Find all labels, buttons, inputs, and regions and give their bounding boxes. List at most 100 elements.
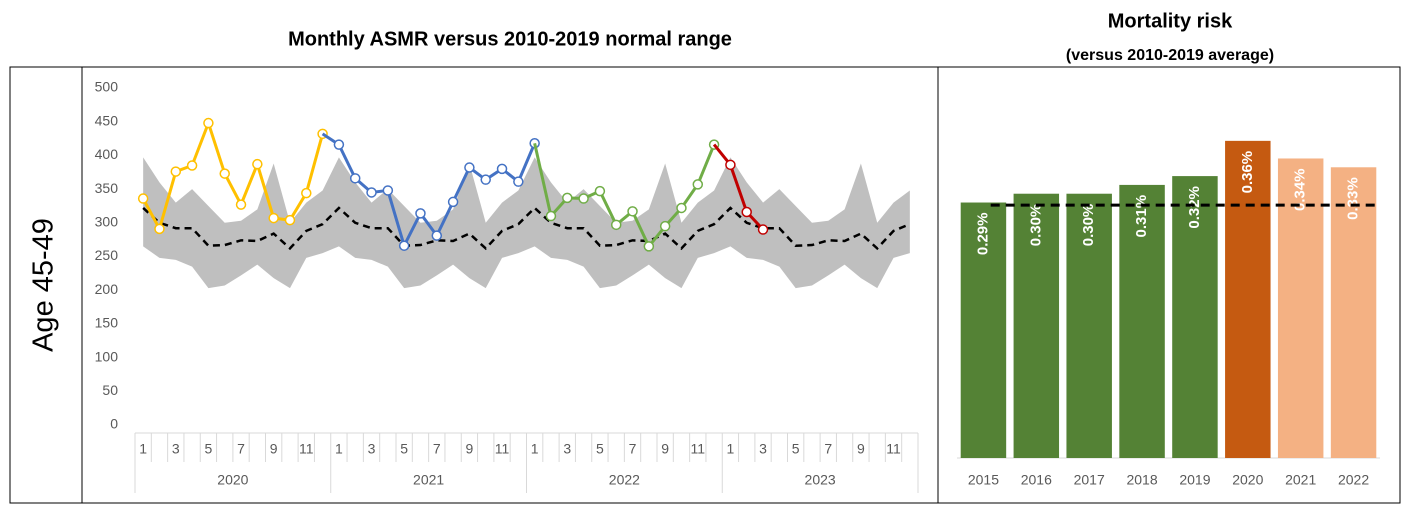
- y-tick-label: 200: [95, 281, 119, 297]
- series-line: [141, 118, 325, 233]
- y-tick-label: 0: [110, 416, 118, 432]
- x-tick-label: 3: [563, 441, 571, 457]
- x-tick-label: 7: [433, 441, 441, 457]
- series-point: [252, 158, 263, 170]
- x-tick-label: 9: [466, 441, 474, 457]
- x-tick-label: 9: [270, 441, 278, 457]
- series-point: [366, 187, 377, 198]
- year-label: 2020: [217, 472, 248, 488]
- data-label: 0.30%: [1080, 204, 1097, 247]
- series-point: [219, 168, 230, 179]
- x-tick-label: 2021: [1285, 472, 1316, 488]
- x-tick-label: 2022: [1338, 472, 1369, 488]
- series-point: [594, 185, 606, 197]
- y-tick-label: 250: [95, 247, 119, 263]
- series-point: [513, 176, 524, 187]
- series-point: [692, 179, 704, 190]
- year-label: 2023: [805, 472, 836, 488]
- x-tick-label: 7: [629, 441, 637, 457]
- series-point: [333, 139, 345, 150]
- average-line: [142, 206, 911, 251]
- data-label: 0.32%: [1186, 186, 1203, 229]
- bar: [1225, 140, 1271, 458]
- x-tick-label: 7: [824, 441, 832, 457]
- chart-title: Mortality risk: [1108, 10, 1233, 32]
- series-point: [545, 210, 557, 222]
- x-tick-label: 1: [139, 441, 147, 457]
- x-tick-label: 3: [368, 441, 376, 457]
- series-point: [741, 206, 752, 218]
- chart-subtitle: (versus 2010-2019 average): [1066, 47, 1274, 64]
- series-point: [235, 199, 247, 210]
- x-tick-label: 1: [335, 441, 343, 457]
- series-point: [496, 163, 508, 175]
- series-point: [627, 206, 638, 217]
- series-point: [578, 193, 589, 204]
- x-tick-label: 3: [759, 441, 767, 457]
- bar: [1119, 184, 1165, 458]
- y-tick-label: 500: [95, 79, 119, 95]
- series-point: [431, 230, 443, 241]
- series-point: [447, 196, 459, 208]
- series-point: [284, 214, 296, 226]
- x-tick-label: 11: [299, 441, 314, 457]
- data-label: 0.36%: [1239, 151, 1256, 194]
- series-point: [301, 187, 312, 199]
- bar: [960, 202, 1007, 458]
- y-tick-label: 350: [95, 180, 119, 196]
- x-tick-label: 2015: [968, 472, 999, 488]
- x-tick-label: 5: [792, 441, 800, 457]
- x-tick-label: 5: [400, 441, 408, 457]
- data-label: 0.34%: [1292, 168, 1309, 211]
- x-tick-label: 11: [691, 441, 706, 457]
- x-tick-label: 2016: [1021, 472, 1052, 488]
- x-tick-label: 1: [531, 441, 539, 457]
- y-tick-label: 150: [95, 315, 119, 331]
- series-point: [610, 219, 622, 231]
- series-point: [464, 162, 475, 173]
- series-point: [186, 160, 198, 171]
- series-point: [137, 193, 149, 204]
- series-point: [154, 223, 165, 235]
- chart-title: Monthly ASMR versus 2010-2019 normal ran…: [288, 28, 732, 50]
- x-tick-label: 3: [172, 441, 180, 457]
- y-tick-label: 100: [95, 348, 119, 364]
- x-tick-label: 2017: [1074, 472, 1105, 488]
- x-tick-label: 2020: [1232, 472, 1263, 488]
- x-tick-label: 11: [886, 441, 901, 457]
- x-tick-label: 1: [727, 441, 735, 457]
- y-tick-label: 300: [95, 214, 119, 230]
- x-tick-label: 9: [661, 441, 669, 457]
- row-label: Age 45-49: [28, 218, 60, 352]
- series-point: [415, 208, 426, 219]
- series-point: [643, 241, 655, 252]
- series-point: [757, 224, 769, 235]
- bar: [1277, 158, 1324, 458]
- series-connector: [533, 142, 553, 217]
- year-label: 2022: [609, 472, 640, 488]
- data-label: 0.31%: [1133, 195, 1150, 238]
- series-point: [382, 185, 394, 196]
- y-tick-label: 50: [102, 382, 118, 398]
- data-label: 0.30%: [1027, 204, 1044, 247]
- normal-range-band: [143, 157, 910, 289]
- series-point: [725, 159, 736, 171]
- x-tick-label: 5: [596, 441, 604, 457]
- bar: [1172, 176, 1218, 458]
- series-point: [398, 240, 410, 251]
- data-label: 0.33%: [1345, 177, 1362, 220]
- x-tick-label: 2018: [1126, 472, 1157, 488]
- x-tick-label: 9: [857, 441, 865, 457]
- series-point: [170, 166, 182, 177]
- series-point: [349, 173, 361, 184]
- frame: [9, 66, 1401, 504]
- series-point: [562, 192, 573, 204]
- data-label: 0.29%: [974, 213, 991, 256]
- x-tick-label: 7: [237, 441, 245, 457]
- series-point: [676, 202, 687, 214]
- y-tick-label: 450: [95, 112, 119, 128]
- bar: [1013, 193, 1060, 458]
- series-point: [268, 212, 279, 224]
